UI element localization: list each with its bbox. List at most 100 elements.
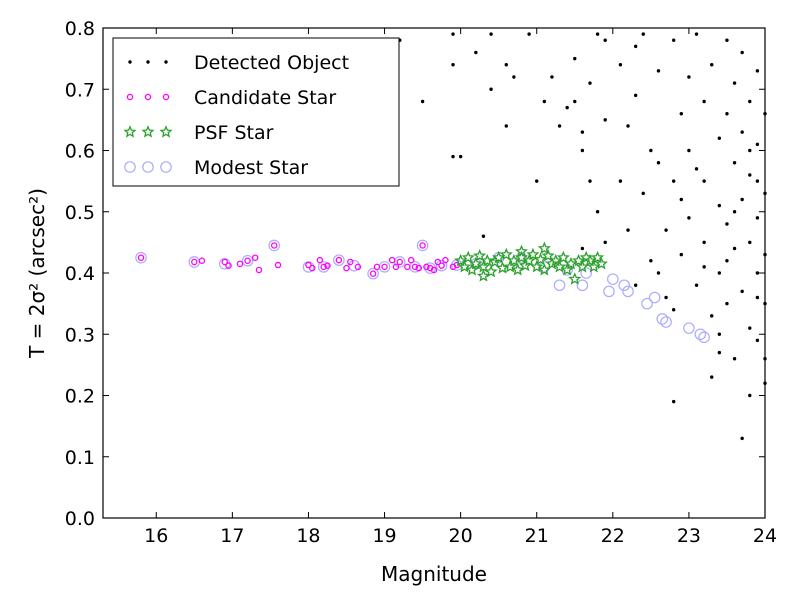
data-point xyxy=(717,136,722,140)
data-point xyxy=(740,197,744,202)
data-point xyxy=(656,313,669,325)
data-point xyxy=(430,266,438,274)
data-point xyxy=(575,259,589,273)
data-point xyxy=(451,154,455,159)
data-point xyxy=(504,63,508,67)
data-point xyxy=(656,161,661,165)
data-point xyxy=(537,263,551,276)
data-point xyxy=(533,252,548,266)
legend-marker xyxy=(123,125,137,138)
data-point xyxy=(748,99,752,104)
data-point xyxy=(393,256,406,268)
legend-marker xyxy=(124,161,136,173)
data-point xyxy=(656,69,661,73)
y-tick-label: 0.8 xyxy=(65,18,95,40)
data-point xyxy=(469,256,483,270)
legend-label: PSF Star xyxy=(194,122,274,144)
data-point xyxy=(698,331,710,344)
y-axis-ticks: 0.0 0.1 0.2 0.3 0.4 0.5 0.6 0.7 0.8 xyxy=(65,18,765,530)
data-point xyxy=(489,32,493,36)
data-point xyxy=(504,124,508,128)
data-point xyxy=(137,254,145,261)
data-point xyxy=(587,259,601,273)
data-point xyxy=(191,258,198,266)
data-point xyxy=(671,308,676,312)
data-point xyxy=(755,179,760,183)
data-point xyxy=(481,234,486,238)
data-point xyxy=(580,267,592,279)
data-point xyxy=(660,316,672,328)
data-point xyxy=(748,240,752,245)
data-point xyxy=(702,99,706,104)
data-point xyxy=(580,130,585,134)
data-point xyxy=(317,261,330,273)
data-point xyxy=(270,242,278,249)
x-tick-label: 16 xyxy=(144,525,168,547)
data-point xyxy=(583,253,597,267)
data-point xyxy=(683,322,695,334)
data-point xyxy=(573,99,577,104)
data-point xyxy=(717,332,722,336)
data-point xyxy=(302,261,315,273)
legend-item: Modest Star xyxy=(124,157,308,179)
x-axis-label: Magnitude xyxy=(381,562,487,586)
data-point xyxy=(454,253,468,267)
data-point xyxy=(694,32,699,36)
data-point xyxy=(474,50,478,55)
data-point xyxy=(522,253,536,267)
data-point xyxy=(492,250,506,264)
data-point xyxy=(626,124,630,128)
series-detected-object xyxy=(398,32,767,441)
data-point xyxy=(633,93,638,98)
legend-marker xyxy=(142,161,154,173)
data-point xyxy=(335,256,343,264)
data-point xyxy=(388,256,396,264)
data-point xyxy=(679,252,683,257)
data-point xyxy=(732,210,737,214)
x-axis-ticks: 16 17 18 19 20 21 22 23 24 xyxy=(144,28,777,547)
data-point xyxy=(748,326,752,330)
legend-box xyxy=(112,37,400,187)
data-point xyxy=(419,242,426,249)
y-tick-label: 0.3 xyxy=(65,324,95,346)
legend-item: Detected Object xyxy=(128,52,349,74)
data-point xyxy=(347,258,354,266)
data-point xyxy=(702,179,706,183)
plot-marks xyxy=(135,32,767,441)
data-point xyxy=(316,256,324,264)
data-point xyxy=(740,130,744,134)
data-point xyxy=(565,105,569,110)
data-point xyxy=(225,262,232,269)
legend-marker xyxy=(144,93,152,101)
legend-label: Modest Star xyxy=(194,157,308,179)
y-tick-label: 0.2 xyxy=(65,386,95,408)
data-point xyxy=(725,222,729,226)
data-point xyxy=(576,279,589,292)
y-tick-label: 0.1 xyxy=(65,447,95,469)
data-point xyxy=(268,239,281,252)
y-tick-label: 0.5 xyxy=(65,202,95,224)
data-point xyxy=(564,256,578,270)
data-point xyxy=(526,247,540,261)
data-point xyxy=(324,262,331,269)
data-point xyxy=(717,203,722,208)
data-point xyxy=(732,357,737,361)
data-point xyxy=(710,314,714,318)
data-point xyxy=(495,261,510,274)
y-tick-label: 0.4 xyxy=(65,263,95,285)
data-point xyxy=(255,266,263,274)
series-psf-star xyxy=(454,241,608,285)
legend-marker xyxy=(162,93,170,101)
data-point xyxy=(664,295,668,300)
data-point xyxy=(702,265,706,269)
data-point xyxy=(553,259,567,273)
data-point xyxy=(573,56,577,61)
data-point xyxy=(740,436,744,441)
data-point xyxy=(725,38,729,42)
data-point xyxy=(664,228,668,232)
data-point xyxy=(648,291,661,304)
data-point xyxy=(550,75,554,79)
data-point xyxy=(354,263,362,271)
data-point xyxy=(603,118,607,122)
